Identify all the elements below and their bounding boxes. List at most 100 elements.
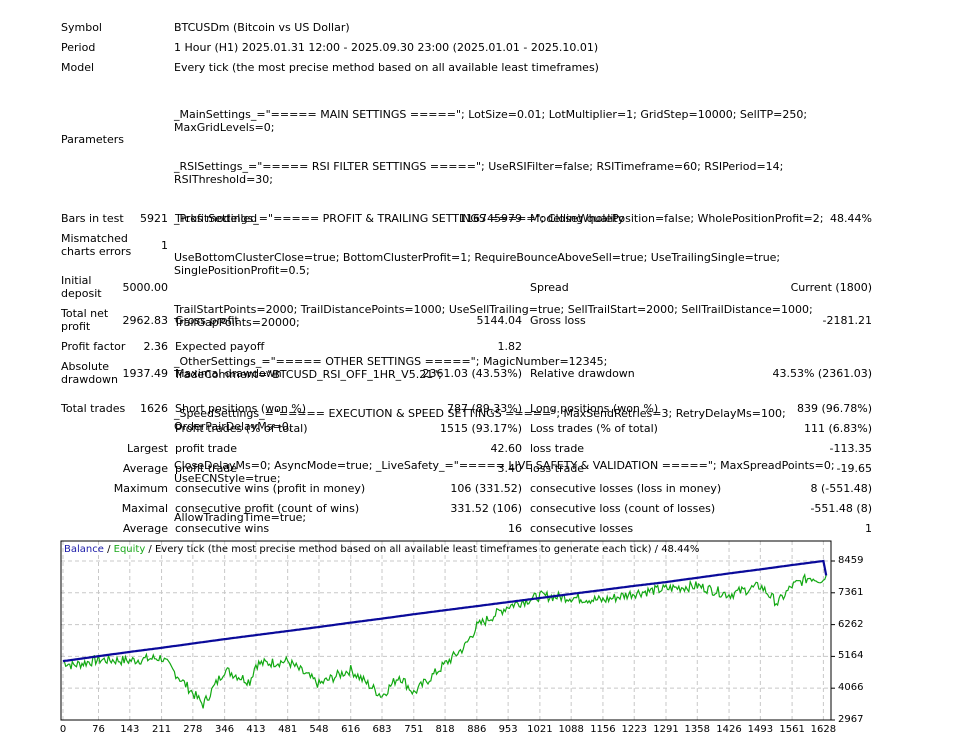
x-tick-label: 1223 [621,724,647,735]
param-line: CloseDelayMs=0; AsyncMode=true; _LiveSaf… [174,459,839,485]
equity-line [62,573,827,709]
x-tick-label: 683 [372,724,392,735]
period-label: Period [61,41,96,54]
maximal-loss-value: -551.48 (8) [810,502,872,515]
x-tick-label: 1426 [716,724,742,735]
param-line: TrailStartPoints=2000; TrailDistancePoin… [174,303,817,329]
param-line: AllowTradingTime=true; [174,511,307,524]
total-net-profit-value: 2962.83 [122,314,169,327]
average-profit-value: 3.40 [497,462,523,475]
mismatched-label: Mismatched charts errors [61,232,132,258]
model-label: Model [61,61,95,74]
average-consecutive-wins-label: consecutive wins [175,522,270,535]
maximum-prefix: Maximum [113,482,168,495]
x-tick-label: 886 [467,724,487,735]
bars-in-test-value: 5921 [140,212,168,225]
spread-label: Spread [530,281,569,294]
y-tick-label: 5164 [838,650,864,662]
legend-description: / Every tick (the most precise method ba… [145,544,700,555]
gross-loss-value: -2181.21 [822,314,872,327]
x-tick-label: 481 [278,724,298,735]
bars-in-test-label: Bars in test [61,212,124,225]
ticks-modelled-value: 116745979 [459,212,522,225]
y-tick-label: 7361 [838,586,864,598]
largest-profit-label: profit trade [175,442,238,455]
total-net-profit-label: Total net profit [61,307,109,333]
average-prefix: Average [122,462,168,475]
x-tick-label: 211 [152,724,172,735]
short-positions-value: 787 (89.33%) [446,402,522,415]
x-tick-label: 76 [92,724,105,735]
x-tick-label: 413 [246,724,266,735]
profit-factor-value: 2.36 [143,340,169,353]
maximal-profit-label: consecutive profit (count of wins) [175,502,360,515]
x-tick-label: 818 [435,724,455,735]
x-tick-label: 1021 [527,724,553,735]
model-value: Every tick (the most precise method base… [174,61,599,74]
x-tick-label: 1493 [747,724,774,735]
y-tick-label: 2967 [838,714,864,725]
chart-grid [61,541,835,721]
largest-prefix: Largest [127,442,168,455]
average-consecutive-wins-value: 16 [508,522,522,535]
maximal-drawdown-value: 2361.03 (43.53%) [422,367,522,380]
symbol-label: Symbol [61,21,102,34]
x-tick-label: 346 [215,724,235,735]
gross-profit-value: 5144.04 [476,314,523,327]
initial-deposit-value: 5000.00 [122,281,169,294]
maximal-profit-value: 331.52 (106) [450,502,522,515]
profit-trades-label: Profit trades (% of total) [175,422,308,435]
gross-profit-label: Gross profit [175,314,239,327]
gross-loss-label: Gross loss [530,314,586,327]
maximal-loss-label: consecutive loss (count of losses) [530,502,716,515]
x-tick-label: 1156 [590,724,616,735]
short-positions-label: Short positions (won %) [175,402,307,415]
average-consecutive-losses-value: 1 [865,522,872,535]
average-consecutive-prefix: Average [122,522,168,535]
expected-payoff-value: 1.82 [497,340,523,353]
chart-frame [60,540,832,721]
modelling-quality-label: Modelling quality [530,212,625,225]
y-tick-label: 6262 [838,618,864,630]
loss-trades-value: 111 (6.83%) [803,422,872,435]
x-tick-label: 1291 [653,724,679,735]
average-loss-label: loss trade [530,462,585,475]
param-line: _MainSettings_="===== MAIN SETTINGS ====… [174,108,811,134]
mismatched-value: 1 [161,239,168,252]
profit-trades-value: 1515 (93.17%) [439,422,522,435]
average-consecutive-losses-label: consecutive losses [530,522,634,535]
maximum-profit-label: consecutive wins (profit in money) [175,482,366,495]
chart-legend: Balance / Equity / Every tick (the most … [64,544,700,555]
x-tick-label: 1088 [558,724,584,735]
legend-balance: Balance [64,544,104,555]
param-line: _SpeedSettings_="===== EXECUTION & SPEED… [174,407,790,433]
x-tick-label: 548 [309,724,329,735]
parameters-label: Parameters [61,133,124,146]
x-tick-label: 1358 [684,724,711,735]
x-tick-label: 278 [183,724,203,735]
long-positions-label: Long positions (won %) [530,402,659,415]
maximum-profit-value: 106 (331.52) [450,482,522,495]
average-loss-value: -19.65 [836,462,872,475]
param-line: _RSISettings_="===== RSI FILTER SETTINGS… [174,160,787,186]
maximal-prefix: Maximal [121,502,168,515]
profit-factor-label: Profit factor [61,340,126,353]
maximum-loss-label: consecutive losses (loss in money) [530,482,722,495]
expected-payoff-label: Expected payoff [175,340,265,353]
initial-deposit-label: Initial deposit [61,274,102,300]
largest-loss-value: -113.35 [829,442,872,455]
period-value: 1 Hour (H1) 2025.01.31 12:00 - 2025.09.3… [174,41,599,54]
average-profit-label: profit trade [175,462,238,475]
legend-equity: Equity [113,544,146,555]
total-trades-label: Total trades [61,402,126,415]
largest-profit-value: 42.60 [490,442,523,455]
y-tick-label: 4066 [838,682,864,694]
spread-value: Current (1800) [790,281,872,294]
largest-loss-label: loss trade [530,442,585,455]
x-tick-label: 1628 [810,724,837,735]
loss-trades-label: Loss trades (% of total) [530,422,658,435]
long-positions-value: 839 (96.78%) [796,402,872,415]
x-tick-label: 751 [404,724,424,735]
maximal-drawdown-label: Maximal drawdown [175,367,282,380]
